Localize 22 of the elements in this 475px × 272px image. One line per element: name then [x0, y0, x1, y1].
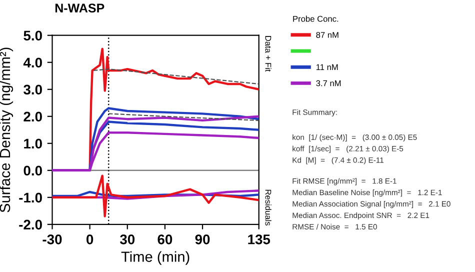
text: Data + Fit: [265, 36, 272, 72]
legend-label: 11 nM: [316, 64, 338, 70]
chart-title: N-WASP: [55, 4, 104, 12]
y-tick-label: 3.0: [24, 84, 42, 95]
y-tick-label: -1.0: [19, 192, 42, 203]
x-tick-label: 60: [158, 234, 172, 244]
y-tick-label: -2.0: [19, 220, 42, 230]
x-tick-label: 90: [195, 234, 210, 244]
x-axis-title: Time (min): [121, 251, 190, 265]
y-tick-label: 5.0: [24, 30, 42, 41]
text: Residuals: [265, 190, 272, 226]
y-tick-label: 2.0: [24, 112, 42, 122]
y-tick-label: 0.0: [24, 166, 42, 176]
x-tick-label: 0: [86, 234, 94, 244]
y-tick-label: 1.0: [24, 138, 42, 149]
legend-label: 3.7 nM: [316, 80, 341, 86]
x-tick-label: 135: [248, 234, 270, 244]
x-tick-label: 30: [120, 234, 135, 244]
legend-title: Probe Conc.: [293, 16, 338, 22]
x-tick-label: -30: [42, 234, 62, 244]
legend-label: 87 nM: [316, 32, 338, 38]
y-tick-label: 4.0: [23, 58, 42, 68]
